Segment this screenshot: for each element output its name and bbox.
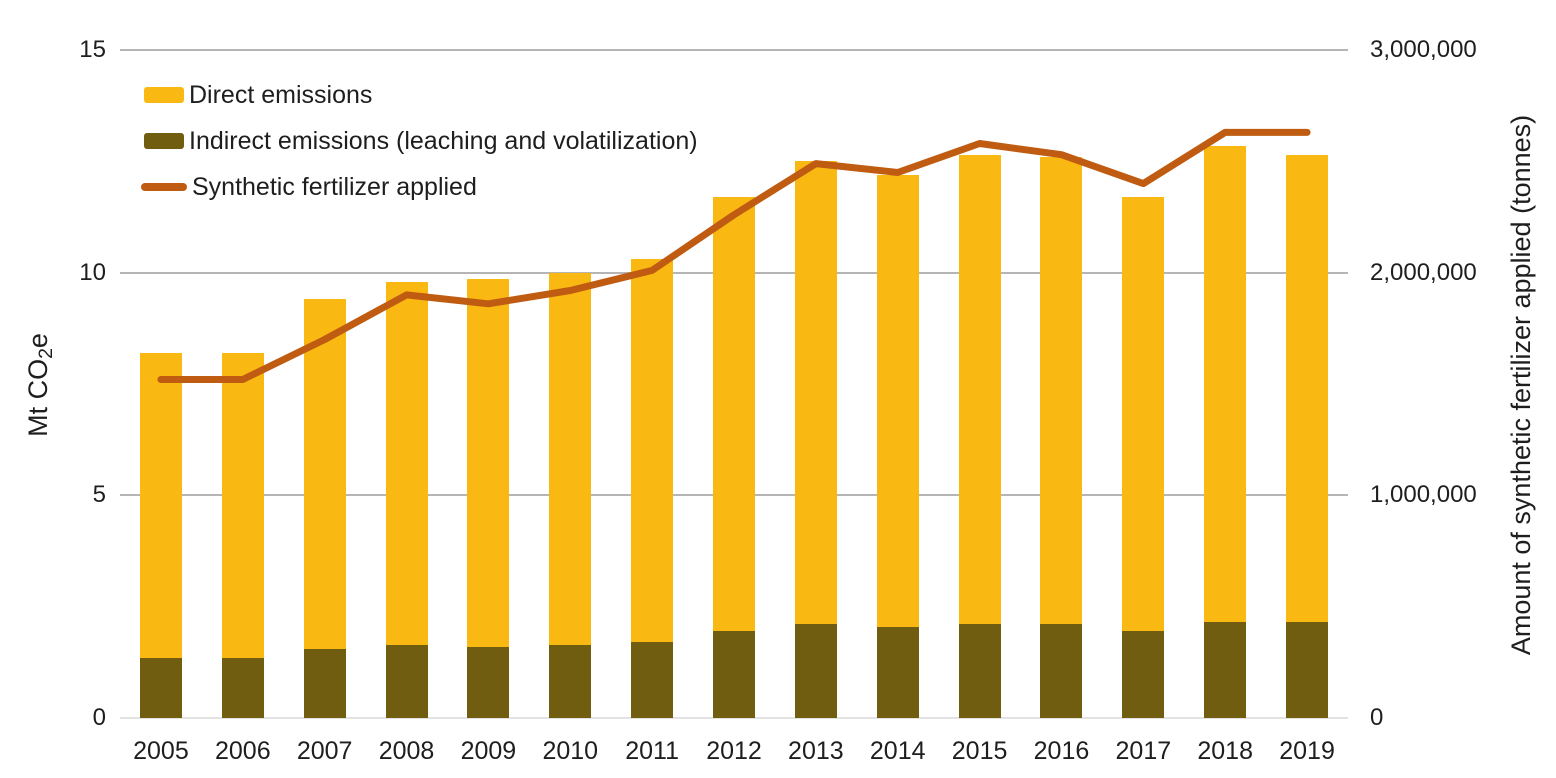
left-axis-title-subscript: 2	[34, 348, 57, 359]
left-axis-title-suffix: e	[23, 333, 53, 349]
bar-2017-direct-emissions	[1122, 196, 1165, 632]
x-axis-label-2015: 2015	[951, 737, 1008, 765]
bar-2005-indirect-emissions	[139, 657, 182, 718]
x-axis-label-2006: 2006	[214, 737, 271, 765]
right-axis-tick-3,000,000: 3,000,000	[1370, 36, 1477, 63]
bar-2006-indirect-emissions	[221, 657, 264, 718]
x-axis-label-2016: 2016	[1033, 737, 1090, 765]
bar-2014-direct-emissions	[876, 174, 919, 627]
x-axis-label-2012: 2012	[706, 737, 762, 765]
bar-2015-indirect-emissions	[958, 624, 1001, 718]
bar-2008-direct-emissions	[385, 281, 428, 645]
bar-2011-direct-emissions	[631, 259, 674, 643]
x-axis-label-2009: 2009	[460, 737, 517, 765]
right-axis-tick-0: 0	[1370, 704, 1384, 731]
bar-2015-direct-emissions	[958, 154, 1001, 625]
bar-2018-indirect-emissions	[1204, 622, 1247, 718]
bar-2012-direct-emissions	[713, 196, 755, 632]
legend-item-direct-emissions: Direct emissions	[141, 72, 698, 118]
left-axis-tick-0: 0	[92, 704, 106, 731]
x-axis-label-2005: 2005	[133, 737, 189, 765]
bar-2005-direct-emissions	[139, 352, 182, 658]
bar-2007-direct-emissions	[303, 299, 346, 649]
bar-2010-direct-emissions	[549, 272, 592, 645]
bar-2013-indirect-emissions	[794, 624, 837, 718]
x-axis-label-2011: 2011	[625, 737, 679, 765]
bar-2007-indirect-emissions	[303, 648, 346, 718]
left-axis-tick-5: 5	[92, 481, 106, 509]
legend-item-indirect-emissions: Indirect emissions (leaching and volatil…	[141, 118, 698, 164]
bar-2006-direct-emissions	[221, 352, 264, 658]
legend-label-indirect-emissions: Indirect emissions (leaching and volatil…	[189, 126, 698, 155]
bar-2016-direct-emissions	[1040, 156, 1083, 625]
indirect-emissions-swatch-icon	[144, 133, 184, 149]
left-axis-tick-10: 10	[79, 258, 106, 286]
legend-label-synthetic-fertilizer: Synthetic fertilizer applied	[192, 172, 477, 201]
x-axis-label-2014: 2014	[869, 737, 926, 765]
x-axis-label-2018: 2018	[1197, 737, 1253, 765]
x-axis-label-2008: 2008	[378, 737, 435, 765]
bar-2009-indirect-emissions	[467, 646, 510, 718]
x-axis-label-2013: 2013	[788, 737, 844, 765]
legend: Direct emissions Indirect emissions (lea…	[141, 72, 698, 210]
bar-2011-indirect-emissions	[631, 642, 674, 718]
left-axis-title-text: Mt CO	[23, 358, 53, 437]
bar-2012-indirect-emissions	[713, 631, 755, 718]
fertilizer-line-swatch-icon	[141, 183, 187, 191]
x-axis-label-2010: 2010	[542, 737, 599, 765]
right-axis-tick-2,000,000: 2,000,000	[1370, 258, 1477, 286]
left-axis-tick-15: 15	[79, 36, 106, 63]
bar-2014-indirect-emissions	[876, 626, 919, 718]
bar-2009-direct-emissions	[467, 279, 510, 647]
x-axis-label-2017: 2017	[1115, 737, 1172, 765]
x-axis-baseline	[120, 717, 1348, 719]
bar-2013-direct-emissions	[794, 161, 837, 625]
x-axis-label-2019: 2019	[1279, 737, 1335, 765]
bar-2018-direct-emissions	[1204, 145, 1247, 623]
right-axis-title: Amount of synthetic fertilizer applied (…	[1506, 114, 1536, 656]
direct-emissions-swatch-icon	[144, 87, 184, 103]
gridline-15	[120, 49, 1348, 51]
legend-item-synthetic-fertilizer: Synthetic fertilizer applied	[141, 164, 698, 210]
right-axis-tick-1,000,000: 1,000,000	[1370, 481, 1477, 509]
bar-2008-indirect-emissions	[385, 644, 428, 718]
x-axis-label-2007: 2007	[296, 737, 353, 765]
bar-2019-indirect-emissions	[1286, 622, 1329, 718]
bar-2019-direct-emissions	[1286, 154, 1329, 623]
bar-2010-indirect-emissions	[549, 644, 592, 718]
bar-2016-indirect-emissions	[1040, 624, 1083, 718]
bar-2017-indirect-emissions	[1122, 631, 1165, 718]
legend-label-direct-emissions: Direct emissions	[189, 80, 373, 109]
